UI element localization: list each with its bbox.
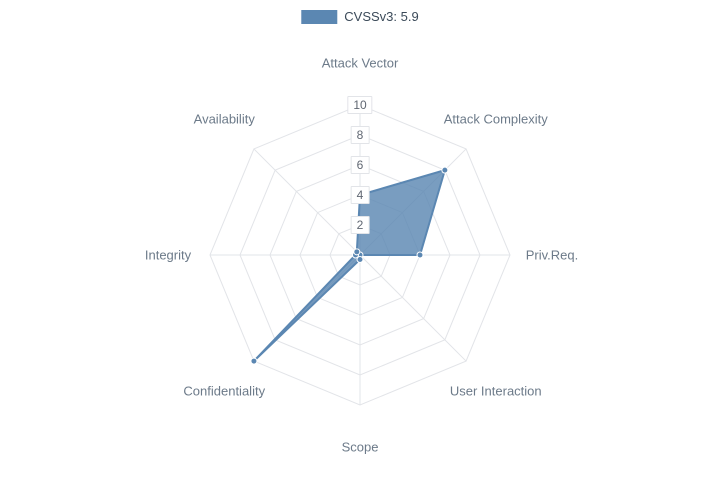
axis-label: Scope <box>342 440 379 455</box>
tick-label: 4 <box>351 186 370 204</box>
radar-chart-container: CVSSv3: 5.9 Attack Vector Attack Complexi… <box>0 0 720 504</box>
tick-label: 10 <box>347 96 372 114</box>
axis-label: Confidentiality <box>183 383 265 398</box>
tick-label: 8 <box>351 126 370 144</box>
axis-label: Attack Complexity <box>444 112 548 127</box>
legend-label: CVSSv3: 5.9 <box>344 9 418 24</box>
series-marker <box>442 167 448 173</box>
series-marker <box>251 358 257 364</box>
series-marker <box>417 252 423 258</box>
axis-label: Attack Vector <box>322 56 399 71</box>
tick-label: 2 <box>351 216 370 234</box>
legend-swatch <box>301 10 337 24</box>
axis-label: User Interaction <box>450 383 542 398</box>
tick-label: 6 <box>351 156 370 174</box>
axis-label: Availability <box>194 112 255 127</box>
series-polygon <box>254 170 445 361</box>
axis-label: Integrity <box>145 248 191 263</box>
series-marker <box>354 249 360 255</box>
radar-svg <box>0 0 720 504</box>
legend: CVSSv3: 5.9 <box>301 9 418 24</box>
axis-label: Priv.Req. <box>526 248 579 263</box>
